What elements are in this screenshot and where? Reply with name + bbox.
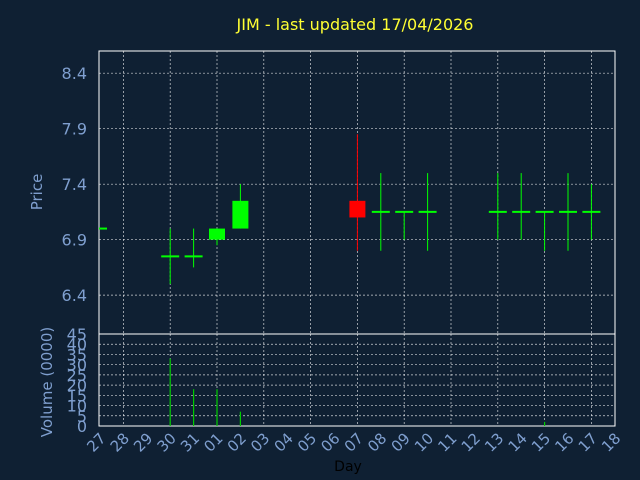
candle — [209, 228, 225, 246]
candle — [232, 184, 249, 229]
price-axis-label: Price — [28, 174, 46, 211]
volume-tick-label: 40 — [67, 335, 87, 354]
candle — [488, 173, 507, 240]
price-tick-label: 7.9 — [62, 120, 87, 139]
candle-body — [349, 200, 366, 218]
volume-tick-label: 15 — [67, 386, 87, 405]
volume-tick-label: 10 — [67, 397, 87, 416]
candle — [535, 210, 554, 251]
price-tick-label: 8.4 — [62, 64, 87, 83]
volume-axis-label: Volume (0000) — [38, 327, 56, 437]
candle-body — [209, 228, 225, 240]
candle — [559, 173, 577, 251]
volume-panel — [98, 333, 616, 427]
price-tick-label: 6.4 — [62, 286, 87, 305]
volume-tick-label: 20 — [67, 376, 87, 395]
x-axis-label: Day — [334, 459, 362, 475]
chart-title: JIM - last updated 17/04/2026 — [236, 15, 474, 34]
candle — [582, 184, 601, 240]
volume-tick-label: 5 — [77, 407, 87, 426]
candle — [418, 173, 437, 251]
candle — [371, 173, 390, 251]
candle — [184, 228, 203, 268]
x-tick-labels: 2728293031010203040506070809101112131415… — [83, 429, 624, 455]
candle — [161, 228, 180, 285]
volume-tick-label: 25 — [67, 366, 87, 385]
candle — [512, 173, 531, 240]
volume-tick-label: 0 — [77, 417, 87, 436]
volume-tick-label: 30 — [67, 356, 87, 375]
price-tick-label: 6.9 — [62, 231, 87, 250]
price-tick-labels: 6.4 6.9 7.4 7.9 8.4 — [62, 64, 87, 305]
price-tick-label: 7.4 — [62, 175, 87, 194]
candle — [395, 210, 414, 240]
volume-layer — [169, 358, 546, 426]
volume-tick-label: 35 — [67, 345, 87, 364]
candle-layer — [99, 134, 601, 285]
volume-tick-label: 45 — [67, 325, 87, 344]
candle — [349, 134, 366, 251]
candle-body — [232, 200, 249, 229]
